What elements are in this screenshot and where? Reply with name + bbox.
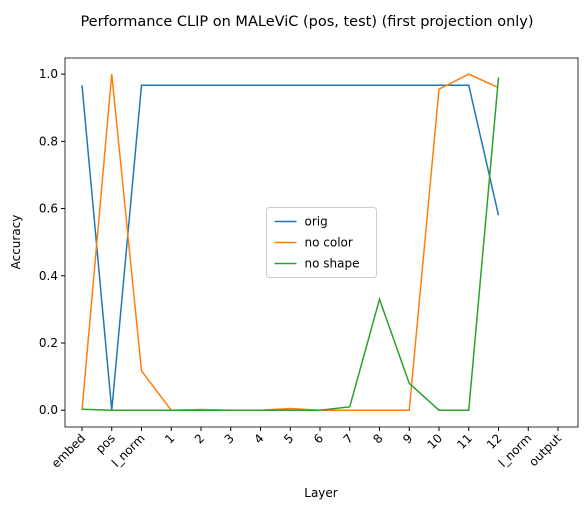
- y-tick-label: 0.0: [39, 403, 58, 417]
- legend-label: no color: [305, 236, 353, 250]
- y-tick-label: 1.0: [39, 67, 58, 81]
- chart-title: Performance CLIP on MALeViC (pos, test) …: [80, 14, 533, 30]
- x-tick-label: 1: [162, 431, 177, 446]
- y-axis-label: Accuracy: [9, 215, 23, 270]
- x-tick-label: 7: [341, 431, 356, 446]
- legend-box: [266, 207, 377, 278]
- x-tick-label: 4: [251, 431, 266, 446]
- line-series: [81, 73, 499, 411]
- x-tick-label: l_norm: [496, 431, 535, 470]
- legend-label: no shape: [305, 257, 360, 271]
- line-series: [81, 84, 500, 411]
- y-tick-label: 0.4: [39, 269, 58, 283]
- x-axis-label: Layer: [304, 486, 338, 500]
- x-tick-label: pos: [93, 431, 118, 456]
- x-tick-label: 2: [192, 431, 207, 446]
- x-tick-label: embed: [49, 431, 88, 470]
- x-tick-label: output: [526, 431, 564, 469]
- x-tick-label: 11: [454, 431, 475, 452]
- x-tick-label: 12: [484, 431, 505, 452]
- y-tick-label: 0.2: [39, 336, 58, 350]
- y-tick-label: 0.8: [39, 134, 58, 148]
- x-tick-label: 3: [222, 431, 237, 446]
- x-tick-label: 5: [281, 431, 296, 446]
- x-tick-label: l_norm: [109, 431, 148, 470]
- legend-label: orig: [305, 215, 328, 229]
- x-tick-label: 6: [311, 431, 326, 446]
- line-series: [81, 77, 500, 411]
- y-tick-label: 0.6: [39, 202, 58, 216]
- x-tick-label: 9: [400, 431, 415, 446]
- x-tick-label: 8: [370, 431, 385, 446]
- plot-frame: [64, 57, 579, 428]
- x-tick-label: 10: [424, 431, 445, 452]
